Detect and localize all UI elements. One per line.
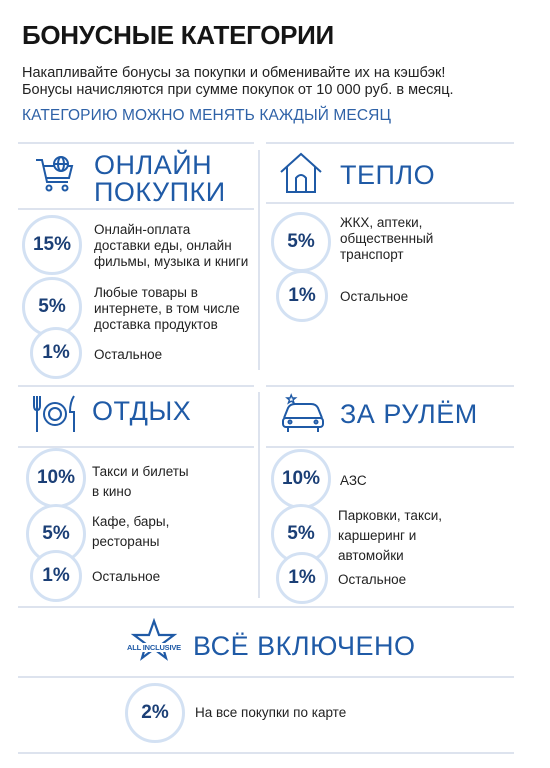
rest-desc-5: Кафе, бары, рестораны — [92, 514, 170, 549]
heat-title: ТЕПЛО — [340, 160, 436, 190]
drive-percent-10: 10% — [271, 449, 331, 509]
house-icon — [280, 152, 322, 193]
shopping-cart-globe-icon — [36, 156, 74, 192]
online-percent-1: 1% — [30, 327, 82, 379]
rest-percent-10: 10% — [26, 448, 86, 508]
divider-rest-header — [18, 446, 254, 448]
divider-all-header — [18, 676, 514, 678]
divider-heat-header — [266, 202, 514, 204]
divider-all-bottom — [18, 752, 514, 754]
rest-percent-1: 1% — [30, 550, 82, 602]
divider-drive-header — [266, 446, 514, 448]
intro-line-2: Бонусы начисляются при сумме покупок от … — [22, 82, 454, 98]
all-percent-2: 2% — [125, 683, 185, 743]
drive-desc-1: Остальное — [338, 572, 407, 587]
divider-vertical-bottom — [258, 392, 260, 598]
heat-desc-1: Остальное — [340, 289, 409, 304]
online-title-line-1: ОНЛАЙН — [94, 150, 213, 180]
plate-cutlery-icon — [33, 395, 75, 432]
heat-desc-5: ЖКХ, аптеки, общественный транспорт — [340, 215, 434, 262]
rest-desc-1: Остальное — [92, 569, 161, 584]
divider-heat-top — [266, 142, 514, 144]
drive-desc-10: АЗС — [340, 473, 367, 488]
divider-all-top — [18, 606, 514, 608]
drive-desc-5: Парковки, такси, каршеринг и автомойки — [338, 508, 443, 563]
divider-vertical-top — [258, 150, 260, 370]
all-desc-2: На все покупки по карте — [195, 705, 347, 720]
drive-title: ЗА РУЛЁМ — [340, 399, 478, 429]
car-icon — [282, 393, 324, 432]
divider-online-header — [18, 208, 254, 210]
online-desc-5: Любые товары в интернете, в том числе до… — [94, 285, 240, 332]
divider-online-top — [18, 142, 254, 144]
heat-percent-5: 5% — [271, 212, 331, 272]
page-title: БОНУСНЫЕ КАТЕГОРИИ — [22, 20, 334, 50]
divider-drive-top — [266, 385, 514, 387]
online-title-line-2: ПОКУПКИ — [94, 177, 226, 207]
all-inclusive-star-icon — [130, 618, 178, 661]
online-desc-15: Онлайн-оплата доставки еды, онлайн фильм… — [94, 222, 249, 269]
drive-percent-1: 1% — [276, 552, 328, 604]
online-desc-1: Остальное — [94, 347, 163, 362]
category-change-note: КАТЕГОРИЮ МОЖНО МЕНЯТЬ КАЖДЫЙ МЕСЯЦ — [22, 107, 392, 124]
online-percent-15: 15% — [22, 215, 82, 275]
all-inclusive-badge: ALL INCLUSIVE — [120, 643, 188, 652]
rest-title: ОТДЫХ — [92, 396, 192, 426]
intro-line-1: Накапливайте бонусы за покупки и обменив… — [22, 65, 446, 81]
all-title: ВСЁ ВКЛЮЧЕНО — [193, 631, 416, 661]
online-percent-5: 5% — [22, 277, 82, 337]
heat-percent-1: 1% — [276, 270, 328, 322]
divider-rest-top — [18, 385, 254, 387]
rest-desc-10: Такси и билеты в кино — [92, 464, 189, 499]
